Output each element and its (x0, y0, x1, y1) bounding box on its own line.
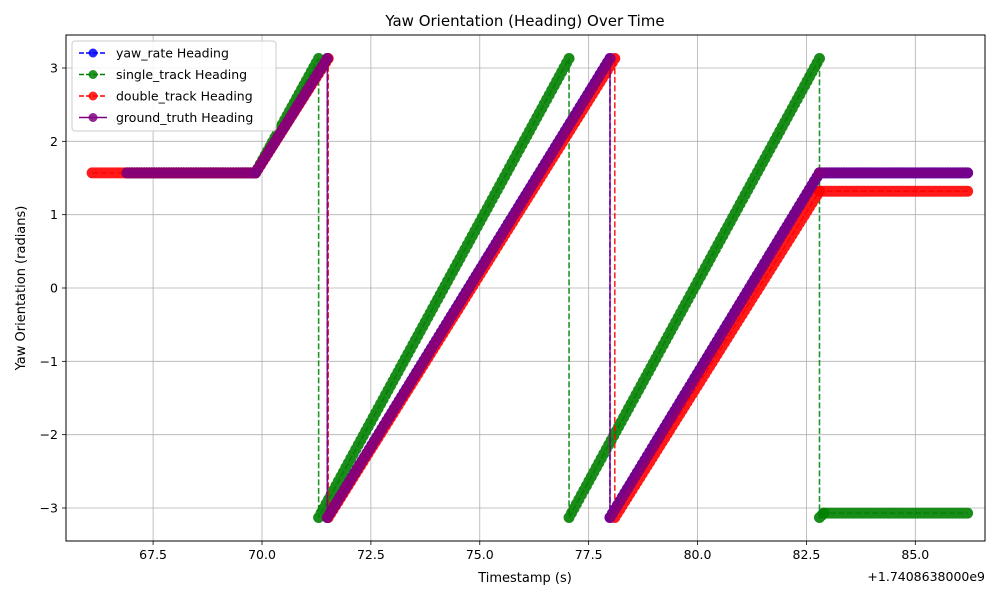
legend-label: ground_truth Heading (116, 110, 253, 125)
legend-label: single_track Heading (116, 67, 247, 82)
x-tick-label: 72.5 (357, 547, 385, 562)
series-line (126, 58, 968, 520)
series-line (126, 55, 968, 521)
legend-item: double_track Heading (79, 89, 253, 104)
y-tick-label: 1 (50, 207, 58, 222)
y-tick-label: −3 (40, 501, 58, 516)
y-tick-label: −2 (40, 427, 58, 442)
x-tick-label: 70.0 (248, 547, 276, 562)
series-layer (86, 52, 974, 524)
y-tick-label: −1 (40, 354, 58, 369)
legend-item: single_track Heading (79, 67, 247, 82)
y-tick-label: 2 (50, 134, 58, 149)
legend-box (71, 40, 277, 132)
x-tick-label: 82.5 (793, 547, 821, 562)
y-axis-label: Yaw Orientation (radians) (14, 206, 29, 372)
y-tick-label: 3 (50, 61, 58, 76)
x-axis-label: Timestamp (s) (477, 571, 572, 586)
x-tick-label: 77.5 (575, 547, 603, 562)
legend: yaw_rate Heading single_track Heading doub… (71, 40, 277, 132)
series-ground_truth (121, 52, 974, 524)
x-tick-label: 85.0 (901, 547, 929, 562)
legend-item: yaw_rate Heading (79, 46, 229, 61)
legend-marker (88, 91, 98, 101)
chart-title: Yaw Orientation (Heading) Over Time (384, 12, 664, 30)
x-tick-label: 67.5 (139, 547, 167, 562)
legend-marker (88, 70, 98, 79)
legend-label: double_track Heading (116, 89, 253, 104)
ticks: 67.5 70.0 72.5 75.0 77.5 80.0 82.5 85.0 −3 −2 −1 0 1… (40, 61, 930, 563)
x-tick-label: 75.0 (466, 547, 494, 562)
legend-marker (88, 113, 98, 122)
legend-marker (88, 48, 98, 58)
x-tick-label: 80.0 (684, 547, 712, 562)
y-tick-label: 0 (50, 281, 58, 296)
x-offset-label: +1.7408638000e9 (867, 569, 985, 584)
legend-label: yaw_rate Heading (116, 46, 229, 61)
legend-item: ground_truth Heading (79, 110, 253, 125)
